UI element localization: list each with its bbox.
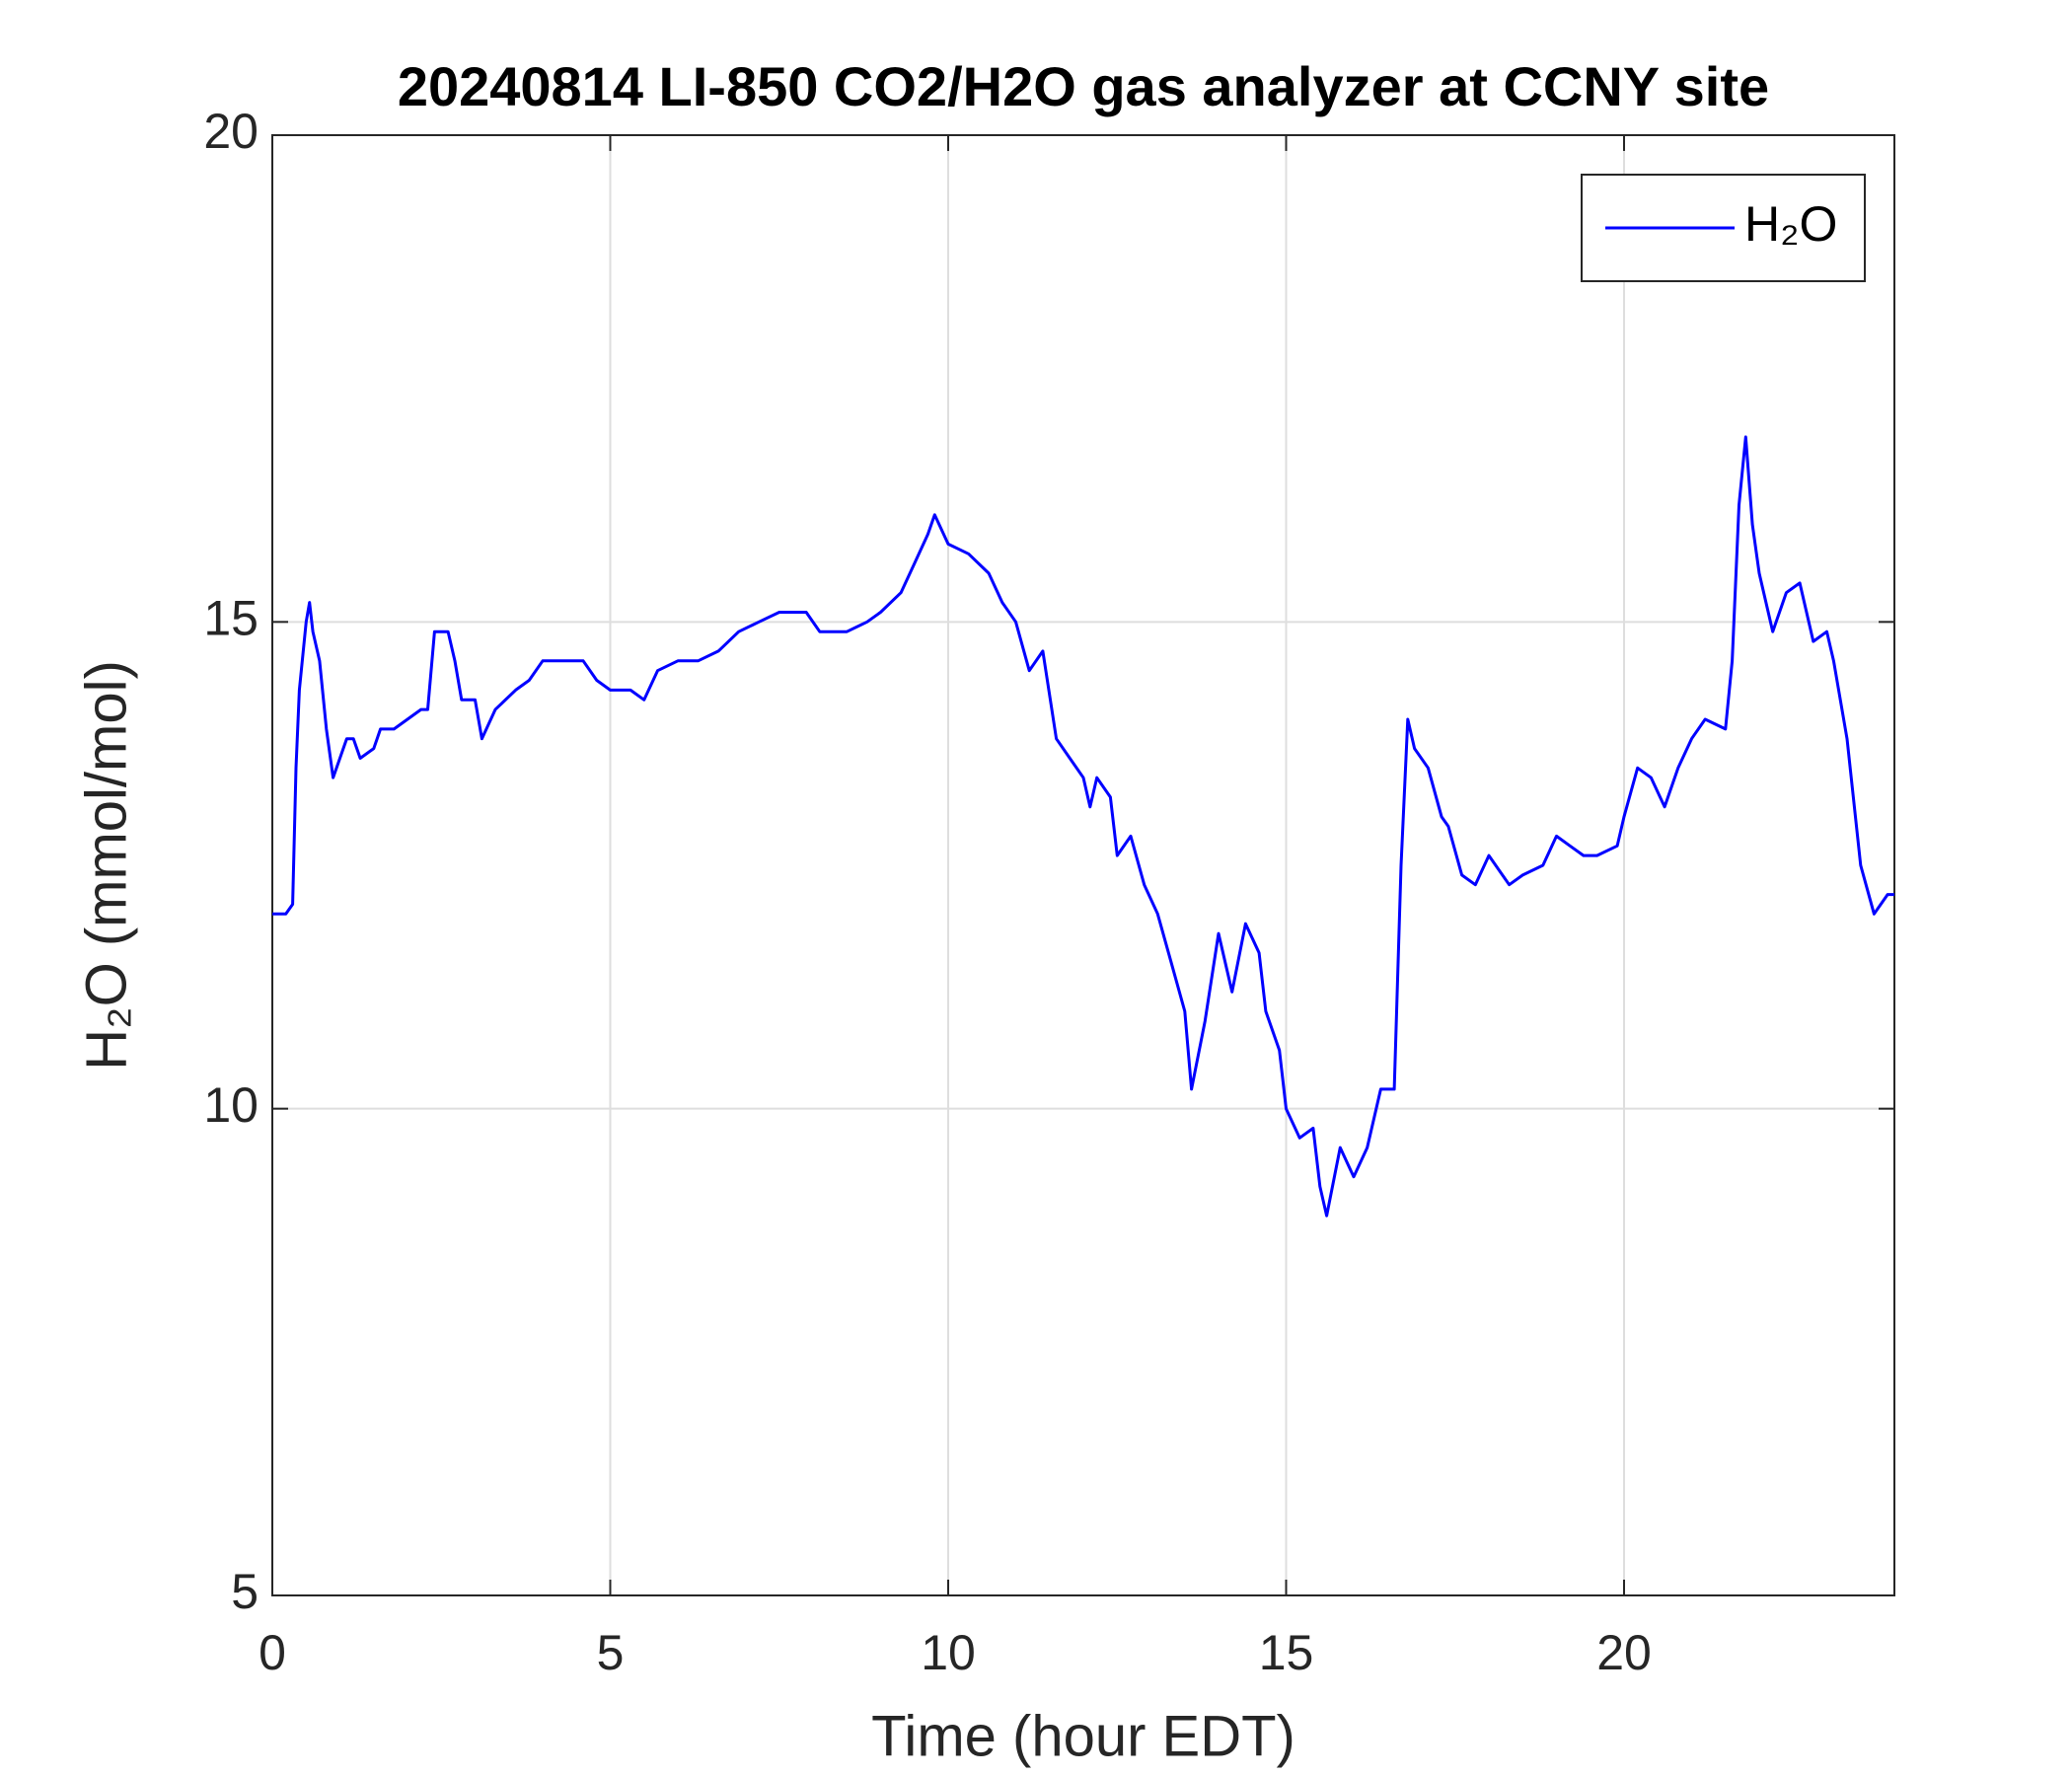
data-line <box>272 435 1894 1218</box>
y-axis-label: H₂O (mmol/mol) <box>74 660 138 1071</box>
y-tick-label: 20 <box>203 104 259 159</box>
x-tick-label: 0 <box>259 1625 286 1680</box>
x-tick-label: 15 <box>1259 1625 1314 1680</box>
y-tick-label: 15 <box>203 591 259 646</box>
x-tick-label: 10 <box>921 1625 976 1680</box>
y-tick-label: 5 <box>231 1564 259 1619</box>
plot-frame <box>271 134 1895 1596</box>
legend-label: H₂O <box>1744 196 1837 252</box>
y-tick-label: 10 <box>203 1077 259 1133</box>
chart-title: 20240814 LI-850 CO2/H2O gas analyzer at … <box>398 55 1769 117</box>
x-tick-label: 20 <box>1596 1625 1652 1680</box>
x-axis-label: Time (hour EDT) <box>871 1704 1295 1768</box>
x-tick-label: 5 <box>597 1625 625 1680</box>
